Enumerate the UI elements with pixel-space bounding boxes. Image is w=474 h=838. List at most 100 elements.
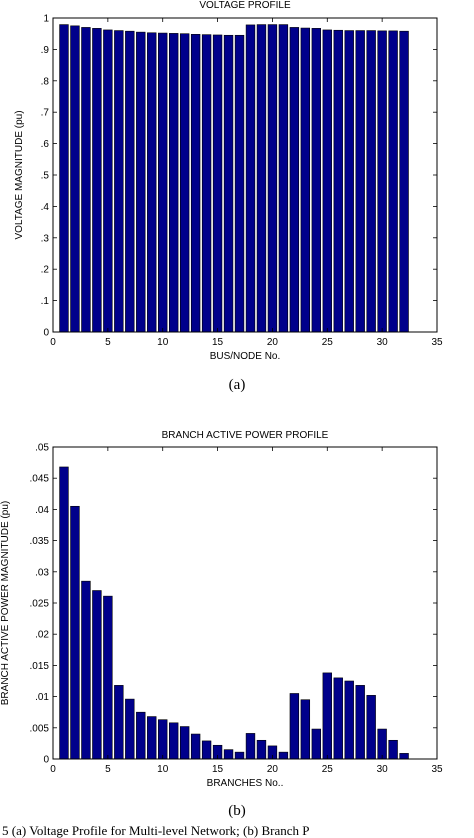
bar xyxy=(114,30,124,333)
bar xyxy=(169,33,179,333)
bar xyxy=(289,693,300,760)
chart-b-frame xyxy=(52,446,438,760)
bar xyxy=(355,30,365,333)
x-tick-label: 25 xyxy=(322,764,334,775)
y-tick-label: .9 xyxy=(41,45,50,56)
y-tick-label: .005 xyxy=(30,723,50,734)
bar xyxy=(322,672,332,760)
bar xyxy=(278,751,289,760)
x-tick-label: 30 xyxy=(377,337,389,348)
subfigure-label-b: (b) xyxy=(228,803,246,819)
bar xyxy=(92,590,102,760)
bar xyxy=(333,29,343,333)
x-tick-label: 30 xyxy=(377,764,389,775)
y-tick-label: .025 xyxy=(30,599,50,610)
y-tick-label: .3 xyxy=(41,233,50,244)
bar xyxy=(103,595,113,760)
bar xyxy=(179,33,190,333)
y-tick-label: .01 xyxy=(35,692,49,703)
x-tick-label: 15 xyxy=(212,337,224,348)
bar xyxy=(333,677,343,760)
x-tick-label: 5 xyxy=(105,764,111,775)
chart-b-xlabel: BRANCHES No.. xyxy=(207,778,284,789)
bar xyxy=(190,34,201,333)
x-tick-label: 35 xyxy=(431,764,443,775)
bar xyxy=(103,29,113,333)
bar xyxy=(201,34,212,333)
y-tick-label: .1 xyxy=(41,296,50,307)
bar xyxy=(245,24,256,333)
bar xyxy=(344,30,354,333)
branch-power-chart: BRANCH ACTIVE POWER PROFILE BRANCHES No.… xyxy=(0,430,443,789)
bar xyxy=(300,27,311,333)
bar xyxy=(136,711,146,760)
x-tick-label: 20 xyxy=(267,337,279,348)
bar xyxy=(223,749,234,760)
bar xyxy=(81,27,91,333)
x-tick-label: 15 xyxy=(212,764,224,775)
chart-a-ticks: 0 5 10 15 20 25 30 35 0 .1 .2 .3 .4 .5 .6 .7 .8 .9 1 xyxy=(41,14,443,349)
bar xyxy=(267,24,278,333)
bar xyxy=(223,34,234,333)
bar xyxy=(344,680,354,760)
bar xyxy=(234,34,245,333)
bar xyxy=(59,466,69,760)
bar xyxy=(256,739,267,760)
y-tick-label: .7 xyxy=(41,108,50,119)
chart-a-frame xyxy=(52,17,438,333)
bar xyxy=(366,695,376,760)
x-tick-label: 20 xyxy=(267,764,279,775)
y-tick-label: 1 xyxy=(43,14,49,25)
bar xyxy=(147,32,157,333)
bar xyxy=(169,722,179,760)
bar xyxy=(234,751,245,760)
chart-a-title: VOLTAGE PROFILE xyxy=(199,0,291,11)
x-tick-label: 35 xyxy=(431,337,443,348)
y-tick-label: .03 xyxy=(35,567,49,578)
bar xyxy=(92,28,102,333)
y-tick-label: .04 xyxy=(35,505,49,516)
bar xyxy=(311,728,322,760)
bar xyxy=(125,698,135,760)
x-tick-label: 10 xyxy=(157,337,169,348)
voltage-profile-chart: VOLTAGE PROFILE BUS/NODE No. VOLTAGE MAG… xyxy=(14,0,443,362)
y-tick-label: .4 xyxy=(41,202,50,213)
bar xyxy=(201,740,212,760)
subfigure-label-a: (a) xyxy=(229,377,246,393)
x-tick-label: 10 xyxy=(157,764,169,775)
y-tick-label: .6 xyxy=(41,139,50,150)
bar xyxy=(158,32,168,333)
bar xyxy=(81,580,91,760)
bar xyxy=(136,31,146,333)
chart-b-ticks: 0 5 10 15 20 25 30 35 0 .005 .01 .015 .02 .025 .03 .035… xyxy=(30,443,443,776)
x-tick-label: 0 xyxy=(50,337,56,348)
bar xyxy=(289,27,300,333)
y-tick-label: .02 xyxy=(35,630,49,641)
bar xyxy=(245,733,256,760)
figure-caption: 5 (a) Voltage Profile for Multi-level Ne… xyxy=(2,823,309,838)
chart-a-xlabel: BUS/NODE No. xyxy=(210,351,281,362)
bar xyxy=(212,34,223,333)
bar xyxy=(311,28,322,333)
bar xyxy=(366,30,376,333)
bar xyxy=(179,726,190,760)
y-tick-label: .015 xyxy=(30,661,50,672)
chart-b-bars xyxy=(59,466,409,760)
bar xyxy=(70,25,80,333)
bar xyxy=(70,505,80,760)
chart-a-ylabel: VOLTAGE MAGNITUDE (pu) xyxy=(14,110,25,239)
bar xyxy=(399,753,409,760)
y-tick-label: 0 xyxy=(43,755,49,766)
bar xyxy=(59,24,69,333)
x-tick-label: 25 xyxy=(322,337,334,348)
x-tick-label: 0 xyxy=(50,764,56,775)
y-tick-label: 0 xyxy=(43,328,49,339)
x-tick-label: 5 xyxy=(105,337,111,348)
bar xyxy=(388,30,398,333)
bar xyxy=(300,699,311,760)
bar xyxy=(388,739,398,760)
bar xyxy=(114,685,124,760)
bar xyxy=(147,716,157,760)
chart-a-bars xyxy=(59,24,409,333)
